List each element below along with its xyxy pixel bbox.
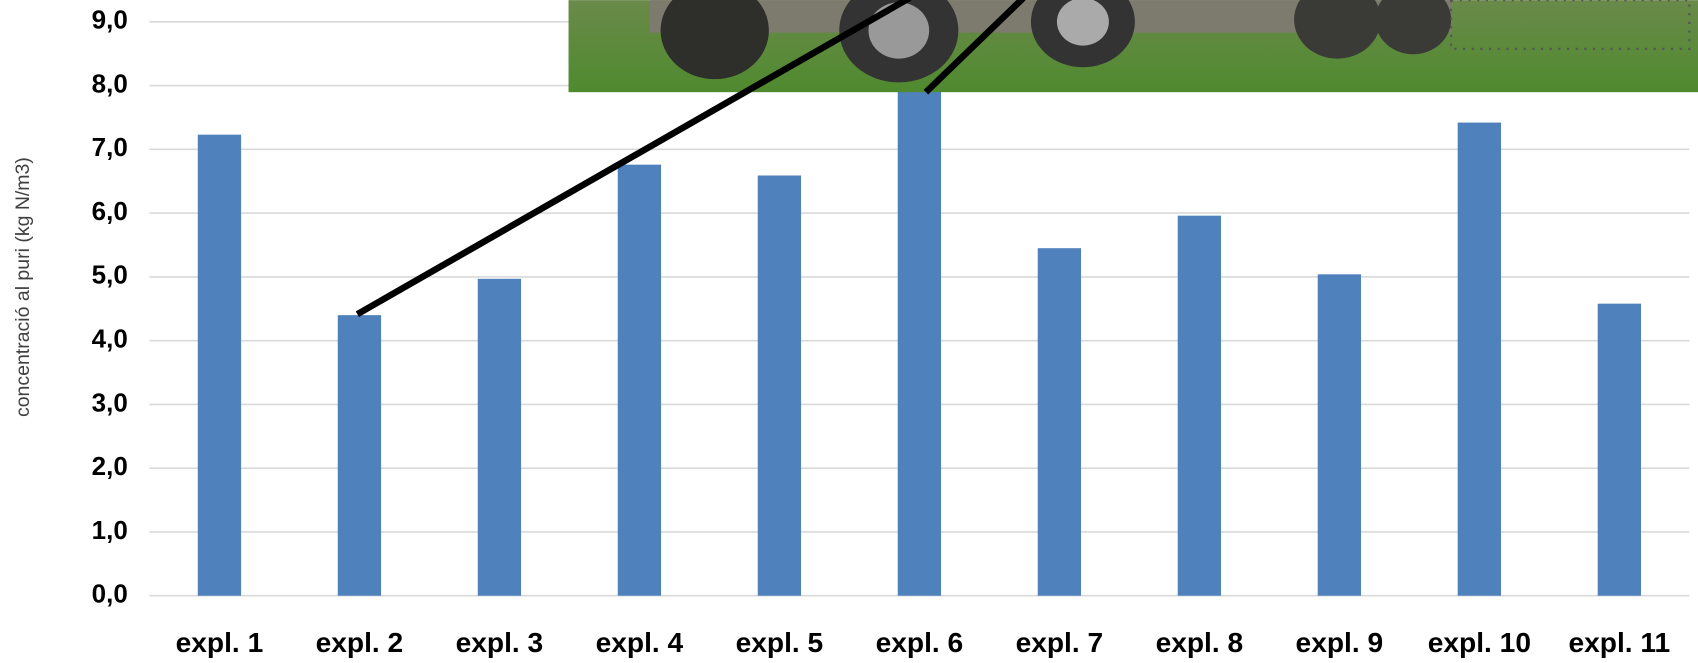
y-tick-label: 8,0 <box>92 68 128 98</box>
bar <box>1458 123 1501 596</box>
bar <box>618 165 661 596</box>
y-tick-label: 4,0 <box>92 324 128 354</box>
bars <box>198 54 1641 596</box>
x-tick-label: expl. 7 <box>1016 627 1104 658</box>
y-tick-label: 7,0 <box>92 132 128 162</box>
bar <box>1318 274 1361 595</box>
photo <box>569 0 1698 92</box>
x-tick-label: expl. 8 <box>1156 627 1244 658</box>
y-tick-label: 2,0 <box>92 451 128 481</box>
bar <box>1598 304 1641 596</box>
bar <box>1178 216 1221 596</box>
y-tick-label: 5,0 <box>92 260 128 290</box>
bar <box>898 54 941 596</box>
x-tick-label: expl. 9 <box>1296 627 1384 658</box>
x-tick-label: expl. 11 <box>1568 627 1670 658</box>
y-tick-label: 0,0 <box>92 579 128 609</box>
y-tick-label: 9,0 <box>92 5 128 35</box>
photo-hub <box>868 2 929 58</box>
x-tick-label: expl. 1 <box>176 627 264 658</box>
bar <box>1038 248 1081 596</box>
y-tick-label: 6,0 <box>92 196 128 226</box>
x-tick-label: expl. 4 <box>596 627 684 658</box>
x-tick-label: expl. 3 <box>456 627 544 658</box>
chart: concentració al puri (kg N/m3) 0,0 1,0 2,0… <box>0 0 1698 663</box>
y-tick-label: 3,0 <box>92 387 128 417</box>
photo-hub <box>1057 0 1109 46</box>
x-tick-label: expl. 6 <box>876 627 964 658</box>
bar <box>478 279 521 596</box>
x-tick-label: expl. 10 <box>1428 627 1531 658</box>
bar <box>338 315 381 596</box>
bar <box>198 135 241 596</box>
x-tick-label: expl. 5 <box>736 627 824 658</box>
y-tick-label: 1,0 <box>92 515 128 545</box>
bar <box>758 175 801 595</box>
y-axis-label: concentració al puri (kg N/m3) <box>12 157 34 417</box>
x-tick-label: expl. 2 <box>316 627 404 658</box>
